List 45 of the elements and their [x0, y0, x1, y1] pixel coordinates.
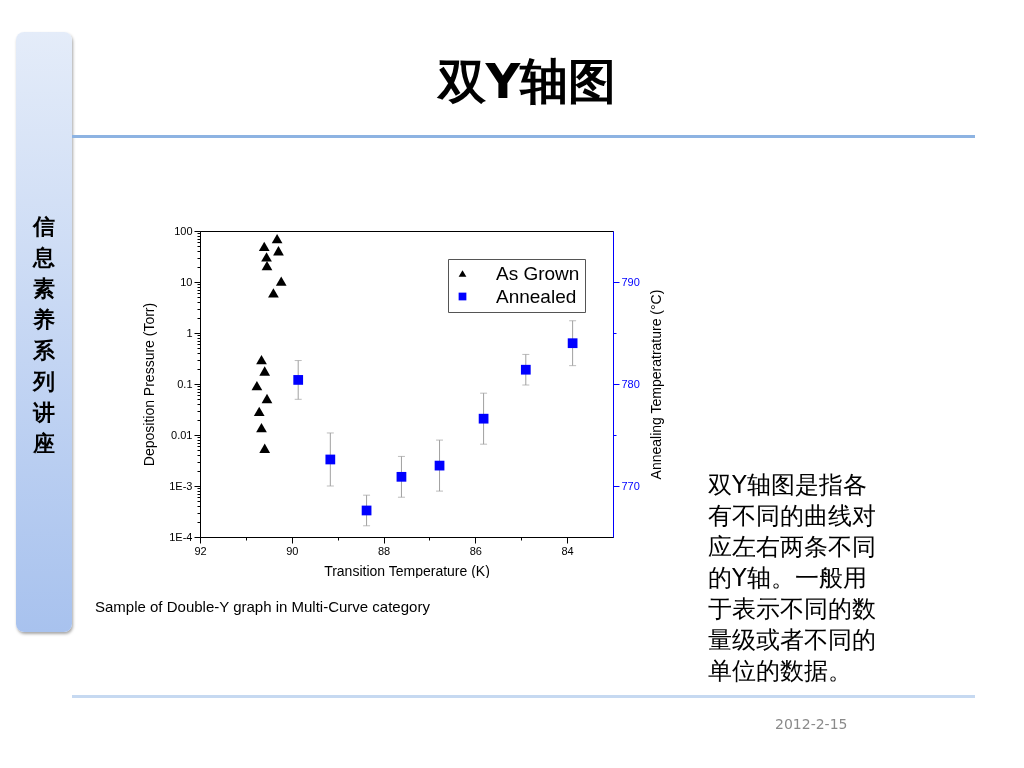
- y-tick-label: 10: [180, 275, 193, 288]
- point: [253, 406, 265, 417]
- text: 双Y轴图是指各有不同的曲线对应左右两条不同的Y轴。一般用于表示不同的数量级或者不同的单位的数据。: [708, 470, 877, 687]
- y-tick-label: 1E-4: [169, 530, 193, 543]
- x-tick-label: 90: [286, 544, 299, 557]
- point: [271, 233, 283, 244]
- x-tick-label: 92: [194, 544, 207, 557]
- point: [275, 276, 287, 286]
- point: [259, 443, 271, 453]
- y-tick-label: 100: [174, 224, 193, 237]
- point: [256, 422, 267, 433]
- x-tick-label: 84: [561, 544, 574, 557]
- point: [251, 380, 263, 391]
- point: [261, 393, 273, 404]
- y2-tick-label: 790: [621, 275, 640, 288]
- y2-tick-label: 770: [621, 479, 640, 492]
- legend-label: Annealed: [496, 285, 577, 307]
- legend-label: As Grown: [496, 262, 580, 284]
- point: [325, 454, 336, 465]
- y2-axis-title: Annealing Temperatrature (°C): [647, 289, 664, 480]
- text: 信息素养系列讲座: [32, 213, 56, 458]
- chart-title: 双Y轴图: [436, 52, 618, 111]
- point: [478, 413, 489, 424]
- point: [261, 252, 272, 262]
- y-tick-label: 1E-3: [169, 479, 193, 492]
- y-axis-title: Deposition Pressure (Torr): [141, 302, 158, 467]
- point: [520, 364, 531, 375]
- point: [396, 471, 407, 482]
- x-tick-label: 86: [469, 544, 482, 557]
- text: 2012-2-15: [775, 716, 848, 732]
- point: [259, 366, 271, 376]
- point: [268, 288, 279, 298]
- y2-tick-label: 780: [621, 377, 640, 390]
- point: [258, 241, 270, 251]
- point: [293, 375, 304, 385]
- point: [273, 246, 284, 256]
- x-tick-label: 88: [377, 544, 391, 557]
- y-tick-label: 0.01: [171, 428, 193, 441]
- x-axis-title: Transition Temperature (K): [324, 562, 490, 579]
- text: Sample of Double-Y graph in Multi-Curve category: [95, 598, 430, 615]
- point: [567, 338, 578, 349]
- point: [256, 355, 267, 365]
- point: [261, 260, 273, 271]
- y-tick-label: 1: [186, 326, 193, 339]
- y-tick-label: 0.1: [177, 377, 193, 390]
